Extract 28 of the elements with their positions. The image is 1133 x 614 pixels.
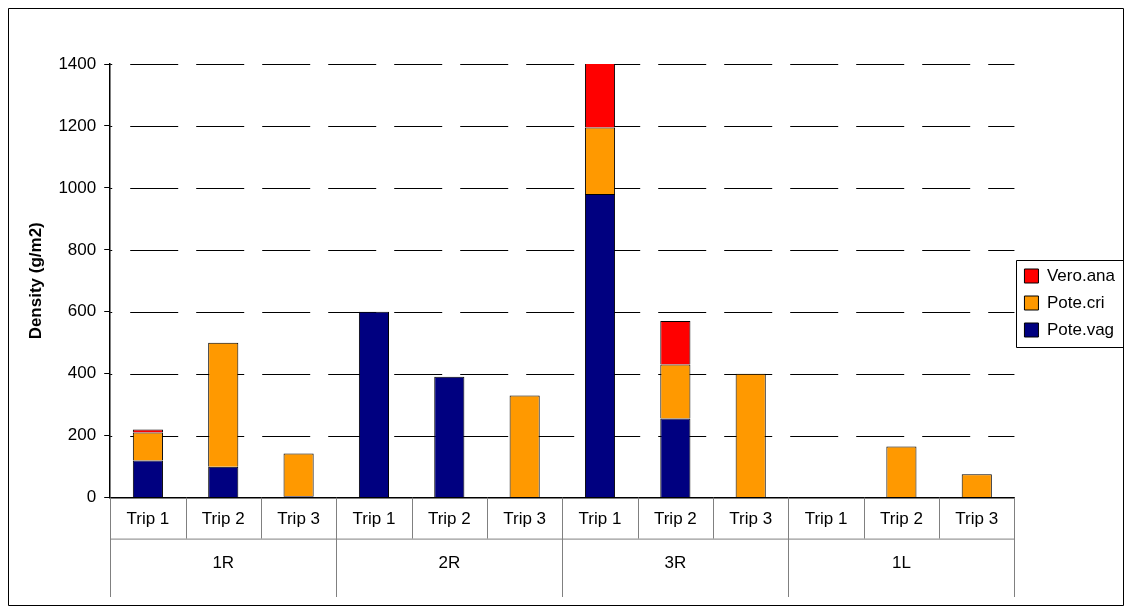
y-tick-label: 0 [86,487,97,507]
y-tick-label: 1400 [58,53,97,73]
x-tick-label: Trip 3 [503,509,547,529]
x-tick-label: Trip 1 [352,509,396,529]
x-tick-label: Trip 3 [729,509,773,529]
y-tick-label: 1000 [58,177,97,197]
text: 2R [438,553,461,573]
text: 1L [891,553,911,573]
y-tick-label: 200 [67,425,97,445]
legend-label: Pote.vag [1046,319,1115,339]
x-tick-label: Trip 2 [201,509,245,529]
y-tick-label: 1200 [58,115,97,135]
y-axis-title: Density (g/m2) [25,222,45,340]
x-tick-label: Trip 1 [804,509,848,529]
y-tick-label: 800 [67,239,97,259]
x-tick-label: Trip 3 [955,509,999,529]
x-tick-label: Trip 2 [653,509,697,529]
text: 1R [212,553,235,573]
text: 3R [664,553,687,573]
legend-label: Pote.cri [1046,292,1105,312]
x-tick-label: Trip 2 [427,509,471,529]
x-tick-label: Trip 2 [880,509,923,529]
y-tick-label: 400 [67,363,97,383]
x-tick-label: Trip 1 [126,509,170,529]
x-tick-label: Trip 3 [277,509,321,529]
y-tick-label: 600 [67,301,97,321]
x-tick-label: Trip 1 [578,509,622,529]
legend-label: Vero.ana [1046,265,1116,285]
